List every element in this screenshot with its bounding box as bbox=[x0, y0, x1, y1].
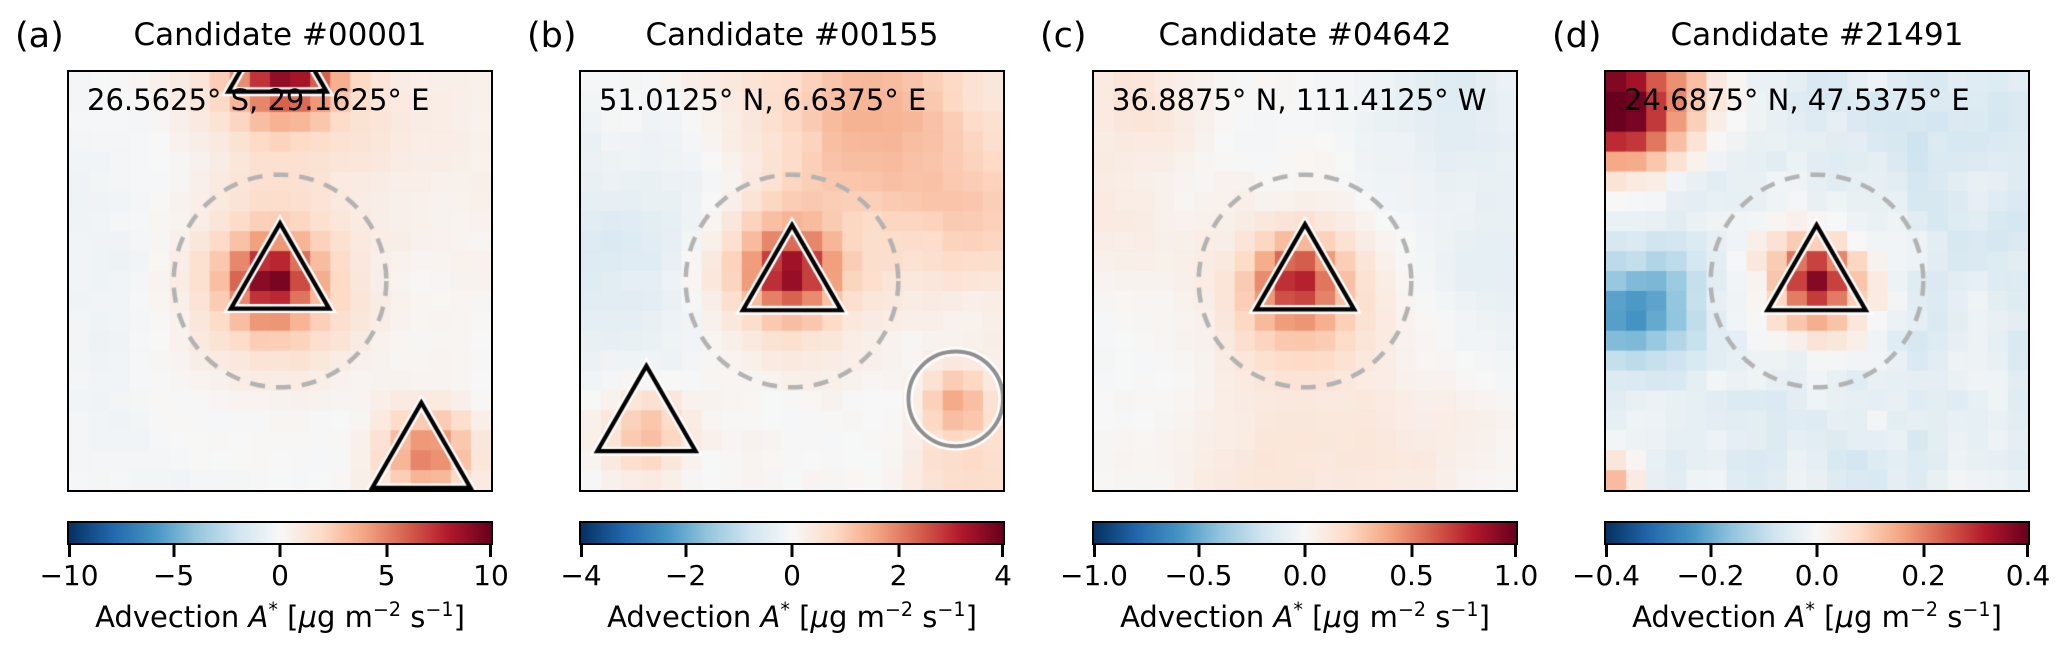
panel-letter: (a) bbox=[15, 16, 64, 56]
tick-label: 0.5 bbox=[1389, 559, 1434, 592]
tick-mark bbox=[1709, 545, 1712, 557]
colorbar-label: Advection A* [μg m−2 s−1] bbox=[607, 598, 977, 634]
tick-label: 0.2 bbox=[1901, 559, 1946, 592]
heatmap-canvas bbox=[581, 72, 1003, 490]
tick-mark bbox=[489, 545, 492, 557]
tick-label: 10 bbox=[473, 559, 509, 592]
tick-label: 0 bbox=[271, 559, 289, 592]
panel-title: Candidate #21491 bbox=[1670, 17, 1964, 53]
tick-label: −5 bbox=[152, 559, 195, 592]
colorbar-ticks: −0.4 −0.2 0.0 0.2 0.4 bbox=[1572, 545, 2050, 605]
colorbar bbox=[67, 521, 493, 545]
tick-label: 5 bbox=[377, 559, 396, 592]
tick-label: −10 bbox=[39, 559, 99, 592]
colorbar-ticks: −1.0 −0.5 0.0 0.5 1.0 bbox=[1060, 545, 1538, 605]
tick-label: −0.4 bbox=[1572, 559, 1640, 592]
panel-c: (c) Candidate #04642 36.8875° N, 111.412… bbox=[1040, 0, 1538, 646]
tick-mark bbox=[1093, 545, 1096, 557]
tick-label: 0.4 bbox=[2005, 559, 2051, 592]
tick-mark bbox=[1514, 545, 1517, 557]
panel-title: Candidate #00001 bbox=[133, 17, 427, 53]
heatmap-area: 24.6875° N, 47.5375° E bbox=[1604, 70, 2030, 492]
tick-label: 0 bbox=[783, 559, 801, 592]
tick-label: 0.0 bbox=[1282, 559, 1328, 592]
tick-label: −2 bbox=[664, 559, 707, 592]
colorbar bbox=[1604, 521, 2030, 545]
heatmap-canvas bbox=[1606, 72, 2028, 490]
tick-mark bbox=[278, 545, 282, 557]
tick-mark bbox=[684, 545, 687, 557]
panel-b: (b) Candidate #00155 51.0125° N, 6.6375°… bbox=[527, 0, 1012, 646]
panel-title: Candidate #04642 bbox=[1158, 17, 1452, 53]
panel-d: (d) Candidate #21491 24.6875° N, 47.5375… bbox=[1552, 0, 2050, 646]
tick-label: −0.2 bbox=[1676, 559, 1745, 592]
heatmap-canvas bbox=[1094, 72, 1516, 490]
tick-label: 2 bbox=[889, 559, 908, 592]
tick-label: 4 bbox=[994, 559, 1012, 592]
tick-label: −4 bbox=[560, 559, 602, 592]
panel-letter: (c) bbox=[1040, 16, 1087, 56]
coords-label: 36.8875° N, 111.4125° W bbox=[1112, 83, 1487, 117]
tick-mark bbox=[1815, 545, 1819, 557]
coords-label: 51.0125° N, 6.6375° E bbox=[599, 83, 927, 117]
heatmap-area: 51.0125° N, 6.6375° E bbox=[579, 70, 1005, 492]
panel-letter: (d) bbox=[1552, 16, 1602, 56]
panel-title: Candidate #00155 bbox=[645, 17, 939, 53]
tick-label: −0.5 bbox=[1164, 559, 1233, 592]
tick-mark bbox=[2026, 545, 2029, 557]
coords-label: 26.5625° S, 29.1625° E bbox=[87, 83, 430, 117]
tick-mark bbox=[385, 545, 388, 557]
colorbar bbox=[579, 521, 1005, 545]
tick-mark bbox=[1197, 545, 1200, 557]
heatmap-canvas bbox=[69, 72, 491, 490]
heatmap-area: 26.5625° S, 29.1625° E bbox=[67, 70, 493, 492]
panel-a: (a) Candidate #00001 26.5625° S, 29.1625… bbox=[15, 0, 509, 646]
tick-mark bbox=[790, 545, 794, 557]
tick-mark bbox=[1303, 545, 1307, 557]
heatmap-area: 36.8875° N, 111.4125° W bbox=[1092, 70, 1518, 492]
tick-mark bbox=[580, 545, 583, 557]
colorbar-label: Advection A* [μg m−2 s−1] bbox=[1120, 598, 1490, 634]
colorbar-label: Advection A* [μg m−2 s−1] bbox=[1632, 598, 2002, 634]
tick-mark bbox=[68, 545, 71, 557]
colorbar-ticks: −10 −5 0 5 10 bbox=[39, 545, 509, 605]
tick-mark bbox=[172, 545, 175, 557]
tick-mark bbox=[897, 545, 900, 557]
colorbar-ticks: −4 −2 0 2 4 bbox=[560, 545, 1012, 605]
colorbar-label: Advection A* [μg m−2 s−1] bbox=[95, 598, 465, 634]
tick-label: −1.0 bbox=[1060, 559, 1128, 592]
tick-label: 1.0 bbox=[1493, 559, 1539, 592]
tick-label: 0.0 bbox=[1794, 559, 1840, 592]
colorbar bbox=[1092, 521, 1518, 545]
coords-label: 24.6875° N, 47.5375° E bbox=[1624, 83, 1970, 117]
panel-letter: (b) bbox=[527, 16, 577, 56]
tick-mark bbox=[1410, 545, 1413, 557]
tick-mark bbox=[1922, 545, 1925, 557]
tick-mark bbox=[1001, 545, 1004, 557]
tick-mark bbox=[1605, 545, 1608, 557]
